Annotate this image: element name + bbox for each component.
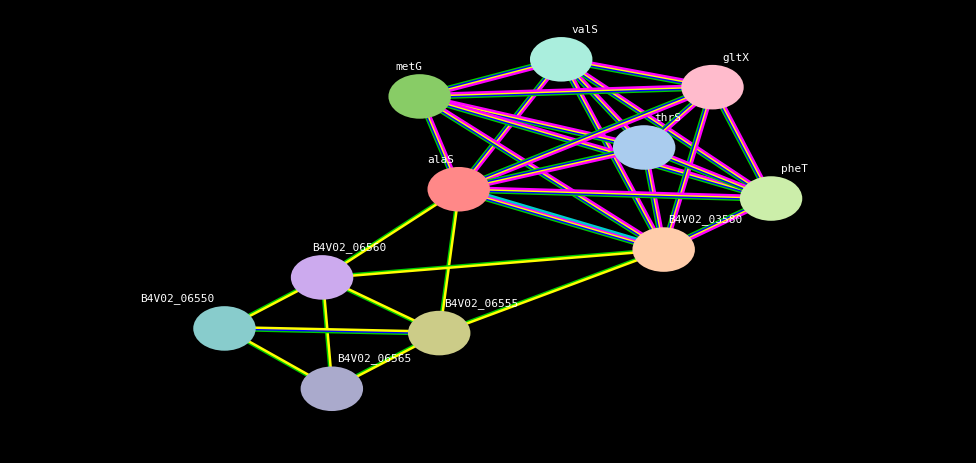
Ellipse shape: [632, 228, 695, 272]
Ellipse shape: [388, 75, 451, 119]
Text: pheT: pheT: [781, 163, 808, 174]
Ellipse shape: [740, 177, 802, 221]
Ellipse shape: [291, 256, 353, 300]
Ellipse shape: [613, 126, 675, 170]
Ellipse shape: [427, 168, 490, 212]
Text: gltX: gltX: [722, 52, 750, 63]
Text: metG: metG: [395, 62, 423, 72]
Ellipse shape: [530, 38, 592, 82]
Text: B4V02_06560: B4V02_06560: [312, 241, 386, 252]
Text: alaS: alaS: [427, 154, 454, 164]
Text: B4V02_03580: B4V02_03580: [669, 213, 743, 225]
Text: B4V02_06550: B4V02_06550: [141, 292, 215, 303]
Ellipse shape: [301, 367, 363, 411]
Text: B4V02_06565: B4V02_06565: [337, 352, 411, 363]
Text: valS: valS: [571, 25, 598, 35]
Ellipse shape: [681, 66, 744, 110]
Ellipse shape: [193, 307, 256, 351]
Ellipse shape: [408, 311, 470, 356]
Text: B4V02_06555: B4V02_06555: [444, 297, 518, 308]
Text: thrS: thrS: [654, 113, 681, 123]
